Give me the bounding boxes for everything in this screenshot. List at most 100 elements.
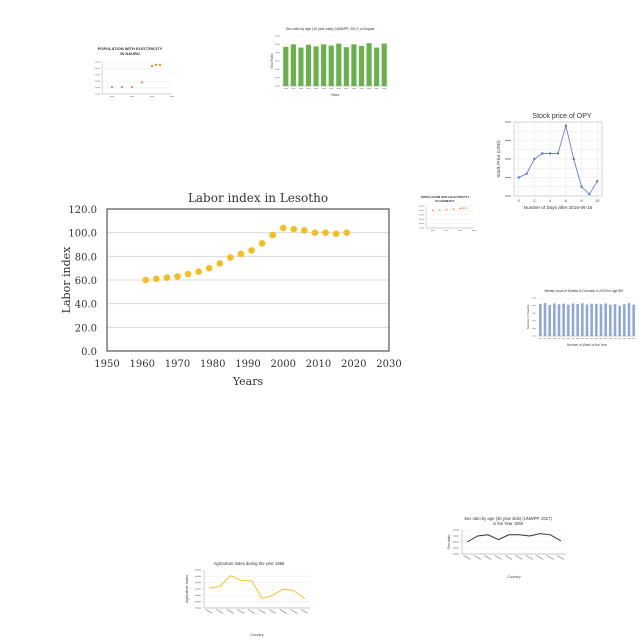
y-tick-label [505,139,511,142]
y-tick-label [532,327,536,329]
data-point [140,81,144,84]
data-point [163,274,171,281]
x-tick-label [536,555,544,560]
x-axis-label: Country [507,575,520,579]
y-axis-label: Labor index [60,246,73,313]
y-tick-label [505,158,511,160]
y-tick-label [532,312,536,314]
colorado-deaths-chart: Weekly count of Deaths in Colorado in 20… [526,289,636,347]
bar [298,47,304,86]
x-tick-label [552,338,556,339]
x-axis-label: Years [232,375,264,388]
y-tick-label [505,195,511,197]
y-tick-label [453,547,459,549]
plot-frame [513,121,603,197]
data-point [174,273,181,280]
y-tick-label [275,52,280,54]
x-tick-label [618,338,622,339]
x-tick-label [247,609,256,614]
y-tick-label [195,582,201,584]
bar [595,303,598,336]
x-tick-label [150,96,154,97]
x-tick-label [566,338,570,339]
x-tick-label [472,230,476,231]
y-axis-label: Sex Ratio [270,53,274,68]
x-tick-label [359,88,364,89]
data-point [588,192,591,196]
x-tick-label [314,88,319,89]
data-point [452,208,455,210]
y-tick-label [195,569,201,571]
x-axis-label: Country [250,633,263,637]
data-point [343,229,351,236]
data-point [332,230,340,238]
y-tick-label [275,60,280,62]
chart-title: POPULATION WITH ELECTRICITY IN NAURU [98,46,163,56]
x-tick-label [283,88,288,89]
chart-title: Sex ratio by age (40 year olds) (UNWPP, … [464,516,552,526]
sexratio40-chart-panel: Sex ratio by age (40 year olds) (UNWPP, … [446,514,570,582]
x-tick-label [430,230,435,231]
x-tick-label [604,338,608,339]
y-tick-label: 20.0 [75,323,97,334]
data-point [279,224,287,232]
data-point [301,227,308,234]
data-point [517,176,520,179]
x-tick-label [627,338,631,339]
bar [313,46,319,86]
x-tick-label [268,608,277,614]
x-tick-label [351,88,356,89]
nauru-chart-panel: POPULATION WITH ELECTRICITY IN NAURU [84,44,176,104]
data-point [158,63,162,67]
x-tick-label [298,88,303,89]
x-tick-label [215,608,224,614]
x-tick-label [321,88,326,89]
chart-title: Labor index in Lesotho [188,191,328,205]
y-tick-label [95,80,100,82]
data-point [150,64,154,68]
y-tick-label [505,121,511,123]
bar [557,304,561,336]
y-tick-label [95,93,100,95]
y-tick-label [195,575,201,577]
data-point [564,124,568,127]
series-line [209,575,305,600]
series-line [466,533,562,543]
x-tick-label [458,230,463,231]
x-tick-label: 1960 [130,359,155,370]
y-tick-label [532,335,536,337]
x-tick-label [585,338,589,339]
y-axis-label: Sex ratio [447,535,451,550]
y-tick-label [275,43,280,45]
bar [581,303,584,336]
x-tick-label [525,555,534,560]
data-point [548,152,552,155]
y-tick-label [419,218,424,220]
y-tick-label [195,601,201,603]
y-axis-label: Number of Deaths [526,304,530,329]
data-point [438,209,441,211]
y-tick-label [419,209,424,211]
angola-chart-panel: Sex ratio by age (10 year olds) (UNWPP, … [268,24,392,98]
opy-chart-panel: Stock price of OPY 0 2 4 6 8 10 Number of Days … [494,108,606,212]
data-point [216,260,224,267]
x-tick-label: 1950 [94,359,119,370]
agri-chart-panel: Agriculture index during the year 1966 Co… [184,558,314,640]
x-tick-label [608,338,612,339]
x-tick-label [562,338,566,339]
bar [627,303,631,336]
bar [548,304,551,336]
x-tick-label [344,88,349,89]
x-tick-label [576,338,580,339]
bar [358,46,365,86]
angola-sex-ratio-chart: Sex ratio by age (10 year olds) (UNWPP, … [270,27,388,97]
x-tick-label [130,96,134,97]
data-point [290,225,298,233]
bar [609,304,612,336]
germany-chart-panel: POPULATION WITH ELECTRICITY IN GERMANY [414,194,476,234]
x-tick-label: 6 [565,198,568,203]
bar [336,43,342,86]
x-tick-label [613,338,617,339]
data-point [462,207,464,209]
x-tick-label: 8 [580,198,583,203]
